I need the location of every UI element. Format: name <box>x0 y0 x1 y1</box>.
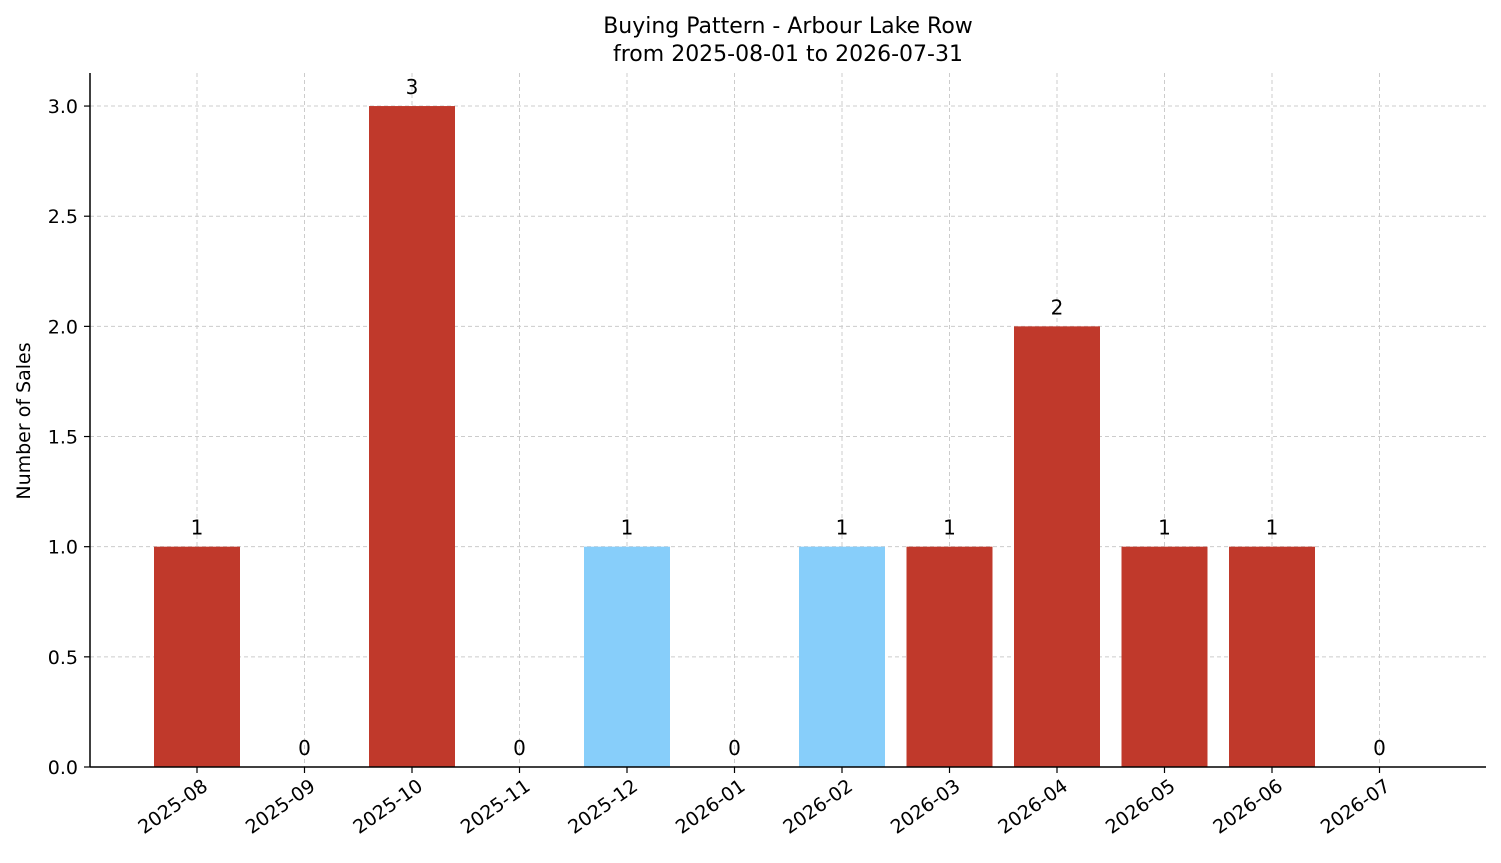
data-label: 1 <box>621 516 634 540</box>
y-tick-label: 2.5 <box>48 206 78 228</box>
data-label: 0 <box>298 736 311 760</box>
x-tick-label: 2026-04 <box>994 775 1072 839</box>
data-label: 1 <box>191 516 204 540</box>
data-label: 1 <box>836 516 849 540</box>
x-tick-label: 2026-07 <box>1317 775 1395 839</box>
y-tick-label: 0.5 <box>48 647 78 669</box>
x-tick-label: 2026-02 <box>779 775 857 839</box>
data-label: 0 <box>728 736 741 760</box>
y-tick-label: 3.0 <box>48 96 78 118</box>
chart-subtitle: from 2025-08-01 to 2026-07-31 <box>613 42 963 67</box>
bar-2025-10 <box>369 106 455 768</box>
bar-2026-03 <box>906 546 993 767</box>
data-label: 2 <box>1051 295 1064 319</box>
bar-2026-02 <box>799 546 885 767</box>
x-tick-label: 2026-05 <box>1102 775 1180 839</box>
data-labels: 1 0 3 0 1 0 1 1 2 1 1 0 <box>191 75 1386 760</box>
axes <box>89 73 1486 768</box>
x-tick-label: 2026-03 <box>887 775 965 839</box>
x-tick-label: 2025-12 <box>564 775 642 839</box>
x-tick-label: 2025-08 <box>134 775 212 839</box>
bar-2026-06 <box>1229 546 1315 767</box>
data-label: 1 <box>1266 516 1279 540</box>
x-tick-label: 2026-01 <box>672 775 750 839</box>
x-tick-label: 2025-10 <box>349 775 427 839</box>
data-label: 0 <box>513 736 526 760</box>
y-tick-label: 1.0 <box>48 537 78 559</box>
bar-2025-12 <box>584 546 670 767</box>
y-axis-label: Number of Sales <box>13 342 35 499</box>
y-tick-label: 2.0 <box>48 316 78 338</box>
x-tick-label: 2026-06 <box>1209 775 1287 839</box>
bar-2026-05 <box>1121 546 1208 767</box>
data-label: 1 <box>1158 516 1171 540</box>
x-tick-label: 2025-09 <box>242 775 320 839</box>
y-tick-label: 1.5 <box>48 427 78 449</box>
y-tick-label: 0.0 <box>48 757 78 779</box>
bar-2025-08 <box>154 546 240 767</box>
data-label: 1 <box>943 516 956 540</box>
x-tick-label: 2025-11 <box>457 775 535 839</box>
chart-title: Buying Pattern - Arbour Lake Row <box>603 14 973 39</box>
data-label: 3 <box>406 75 419 99</box>
bars <box>154 106 1315 768</box>
data-label: 0 <box>1373 736 1386 760</box>
bar-2026-04 <box>1014 326 1100 767</box>
